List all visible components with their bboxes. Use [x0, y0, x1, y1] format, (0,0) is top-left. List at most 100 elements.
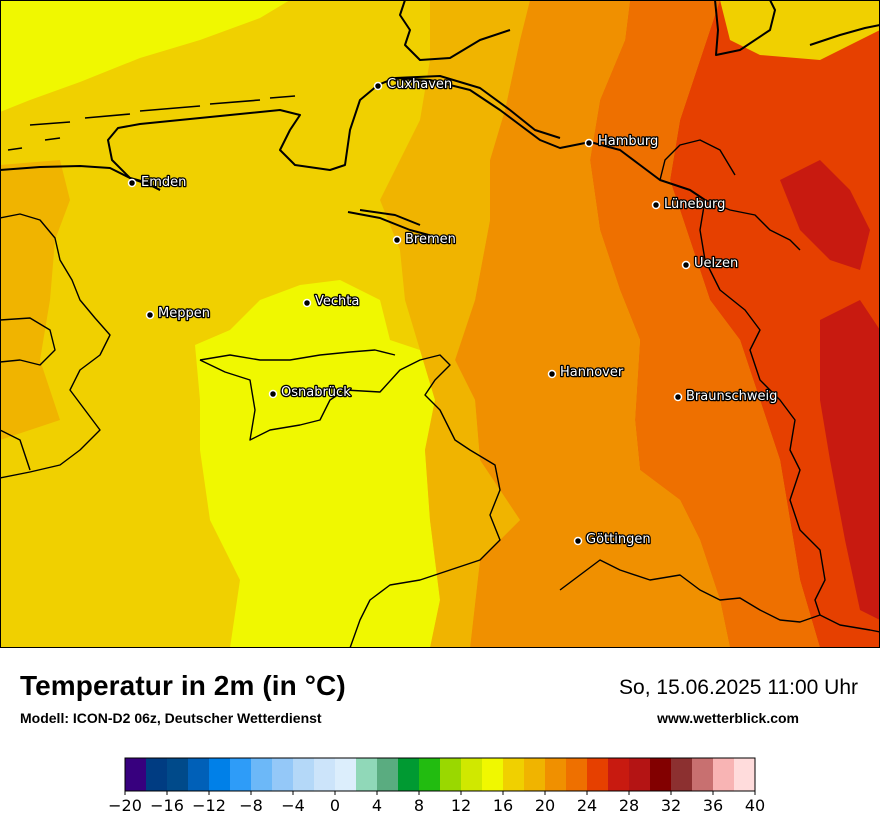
- legend-swatch: [293, 758, 315, 791]
- city-label: Hamburg: [598, 134, 658, 149]
- city-dot: [145, 310, 155, 320]
- legend-tick-label: 0: [330, 796, 340, 815]
- legend-swatch: [734, 758, 756, 791]
- zone-north-yellow-east: [720, 0, 880, 60]
- city-layer: Cuxhaven Hamburg Emden Lüneburg Bremen U…: [127, 76, 779, 548]
- legend-swatch: [650, 758, 672, 791]
- legend-swatches: [125, 758, 756, 791]
- zone-band-24: [670, 0, 880, 648]
- legend-swatch: [314, 758, 336, 791]
- legend-swatch: [272, 758, 294, 791]
- city-label: Osnabrück: [281, 385, 351, 400]
- city-label: Emden: [141, 175, 186, 190]
- legend-swatch: [566, 758, 588, 791]
- legend-tick-label: 12: [451, 796, 471, 815]
- temperature-map[interactable]: Cuxhaven Hamburg Emden Lüneburg Bremen U…: [0, 0, 880, 648]
- city-dot: [673, 392, 683, 402]
- legend-swatch: [251, 758, 273, 791]
- legend-swatch: [461, 758, 483, 791]
- legend-tick-label: 32: [661, 796, 681, 815]
- city-label: Cuxhaven: [387, 77, 452, 92]
- legend-swatch: [377, 758, 399, 791]
- city-dot: [547, 369, 557, 379]
- legend-swatch: [356, 758, 378, 791]
- zone-cool-center: [195, 280, 440, 648]
- zone-band-22: [590, 0, 820, 648]
- legend-tick-label: 40: [745, 796, 765, 815]
- city-dot: [392, 235, 402, 245]
- city-lueneburg[interactable]: Lüneburg: [651, 196, 727, 213]
- legend-swatch: [398, 758, 420, 791]
- city-goettingen[interactable]: Göttingen: [573, 531, 652, 548]
- city-uelzen[interactable]: Uelzen: [681, 255, 739, 272]
- legend-swatch: [230, 758, 252, 791]
- city-label: Göttingen: [586, 532, 651, 547]
- legend-tick-label: 36: [703, 796, 723, 815]
- legend-tick-label: −16: [150, 796, 184, 815]
- legend-swatch: [608, 758, 630, 791]
- legend-swatch: [146, 758, 168, 791]
- city-label: Uelzen: [694, 256, 738, 271]
- city-emden[interactable]: Emden: [127, 174, 188, 191]
- legend-tick-label: 16: [493, 796, 513, 815]
- coastline: [0, 0, 880, 239]
- forecast-datetime: So, 15.06.2025 11:00 Uhr: [619, 676, 858, 699]
- legend-tick-label: −8: [239, 796, 263, 815]
- zone-north-cool: [0, 0, 290, 112]
- city-hamburg[interactable]: Hamburg: [584, 133, 660, 150]
- legend-swatch: [692, 758, 714, 791]
- legend-swatch: [524, 758, 546, 791]
- city-dot: [573, 536, 583, 546]
- legend-swatch: [482, 758, 504, 791]
- legend-tick-label: 8: [414, 796, 424, 815]
- city-osnabrueck[interactable]: Osnabrück: [268, 384, 352, 401]
- city-dot: [373, 81, 383, 91]
- legend-ticks: −20 −16 −12 −8 −4 0 4 8 12 16 20 24 28 32 36 40: [108, 791, 765, 815]
- zone-hot-east-1: [780, 160, 870, 270]
- zone-band-18: [380, 0, 530, 648]
- legend-swatch: [545, 758, 567, 791]
- legend-swatch: [713, 758, 735, 791]
- city-dot: [651, 200, 661, 210]
- zone-hot-east-2: [820, 300, 880, 620]
- legend-swatch: [419, 758, 441, 791]
- legend-swatch: [629, 758, 651, 791]
- zone-band-20: [455, 0, 730, 648]
- city-hannover[interactable]: Hannover: [547, 364, 625, 381]
- legend-swatch: [209, 758, 231, 791]
- legend-swatch: [335, 758, 357, 791]
- city-label: Lüneburg: [664, 197, 725, 212]
- legend-tick-label: −20: [108, 796, 142, 815]
- legend-tick-label: −12: [192, 796, 226, 815]
- website-link[interactable]: www.wetterblick.com: [657, 710, 799, 726]
- city-meppen[interactable]: Meppen: [145, 305, 211, 322]
- city-label: Vechta: [315, 294, 359, 309]
- city-cuxhaven[interactable]: Cuxhaven: [373, 76, 453, 93]
- city-braunschweig[interactable]: Braunschweig: [673, 388, 779, 405]
- legend-tick-label: −4: [281, 796, 305, 815]
- city-bremen[interactable]: Bremen: [392, 231, 457, 248]
- legend-swatch: [167, 758, 189, 791]
- city-dot: [127, 178, 137, 188]
- model-subtitle: Modell: ICON-D2 06z, Deutscher Wetterdie…: [20, 710, 322, 726]
- city-label: Meppen: [158, 306, 210, 321]
- city-dot: [584, 138, 594, 148]
- city-vechta[interactable]: Vechta: [302, 293, 361, 310]
- legend-swatch: [503, 758, 525, 791]
- city-label: Hannover: [560, 365, 624, 380]
- page-title: Temperatur in 2m (in °C): [20, 670, 346, 701]
- zone-warm-west: [0, 160, 70, 440]
- city-label: Bremen: [405, 232, 456, 247]
- legend-swatch: [671, 758, 693, 791]
- legend-tick-label: 4: [372, 796, 382, 815]
- city-dot: [302, 298, 312, 308]
- legend-frame: [124, 757, 756, 792]
- islands: [7, 95, 296, 151]
- color-legend: −20 −16 −12 −8 −4 0 4 8 12 16 20 24 28 32 36 40: [108, 757, 765, 815]
- city-dot: [268, 389, 278, 399]
- city-label: Braunschweig: [686, 389, 777, 404]
- legend-tick-label: 28: [619, 796, 639, 815]
- legend-tick-label: 24: [577, 796, 597, 815]
- legend-swatch: [188, 758, 210, 791]
- city-dot: [681, 260, 691, 270]
